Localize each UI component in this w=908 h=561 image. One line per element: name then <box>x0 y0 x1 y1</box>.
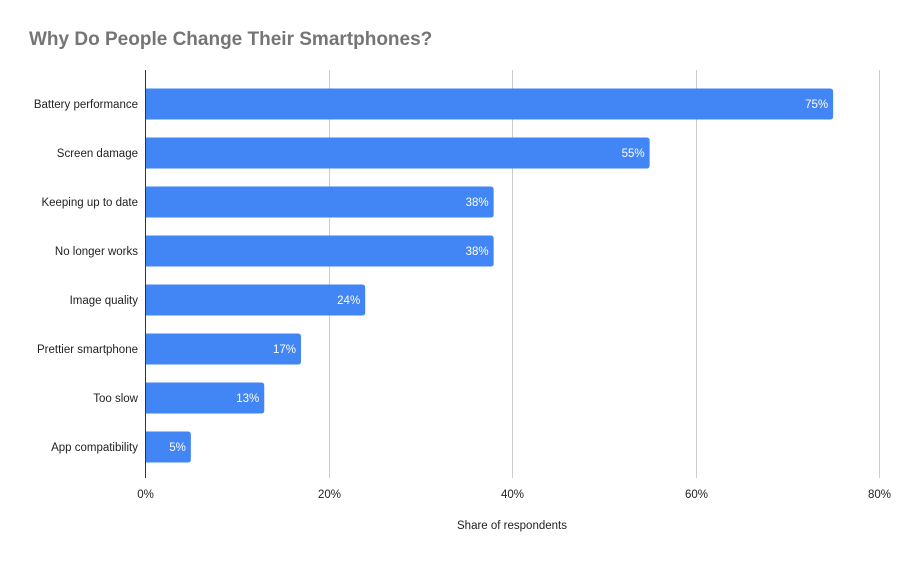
bar <box>145 333 301 365</box>
x-tick-label: 60% <box>685 489 708 501</box>
bar-value-label: 13% <box>236 393 259 405</box>
y-category-label: Image quality <box>70 295 139 307</box>
y-category-label: Too slow <box>93 393 138 405</box>
y-category-label: Screen damage <box>57 148 138 160</box>
x-tick-label: 0% <box>137 489 154 501</box>
bar-value-label: 38% <box>466 197 489 209</box>
y-category-label: No longer works <box>55 246 138 258</box>
x-tick-label: 40% <box>501 489 524 501</box>
bar <box>145 431 191 463</box>
x-axis-title: Share of respondents <box>457 520 567 532</box>
bar <box>145 88 834 120</box>
bar-value-label: 55% <box>622 148 645 160</box>
bar <box>145 284 366 316</box>
x-tick-label: 20% <box>318 489 341 501</box>
y-category-label: Keeping up to date <box>41 197 138 209</box>
bar <box>145 382 265 414</box>
y-category-label: Prettier smartphone <box>37 344 138 356</box>
bar-value-label: 17% <box>273 344 296 356</box>
bar-value-label: 5% <box>169 442 186 454</box>
bar <box>145 186 494 218</box>
bar-value-label: 38% <box>466 246 489 258</box>
bar-value-label: 24% <box>337 295 360 307</box>
bar-value-label: 75% <box>805 99 828 111</box>
x-tick-label: 80% <box>868 489 891 501</box>
y-category-label: Battery performance <box>34 99 138 111</box>
bar <box>145 137 650 169</box>
bar <box>145 235 494 267</box>
y-category-label: App compatibility <box>51 442 138 454</box>
chart-title: Why Do People Change Their Smartphones? <box>29 29 433 50</box>
